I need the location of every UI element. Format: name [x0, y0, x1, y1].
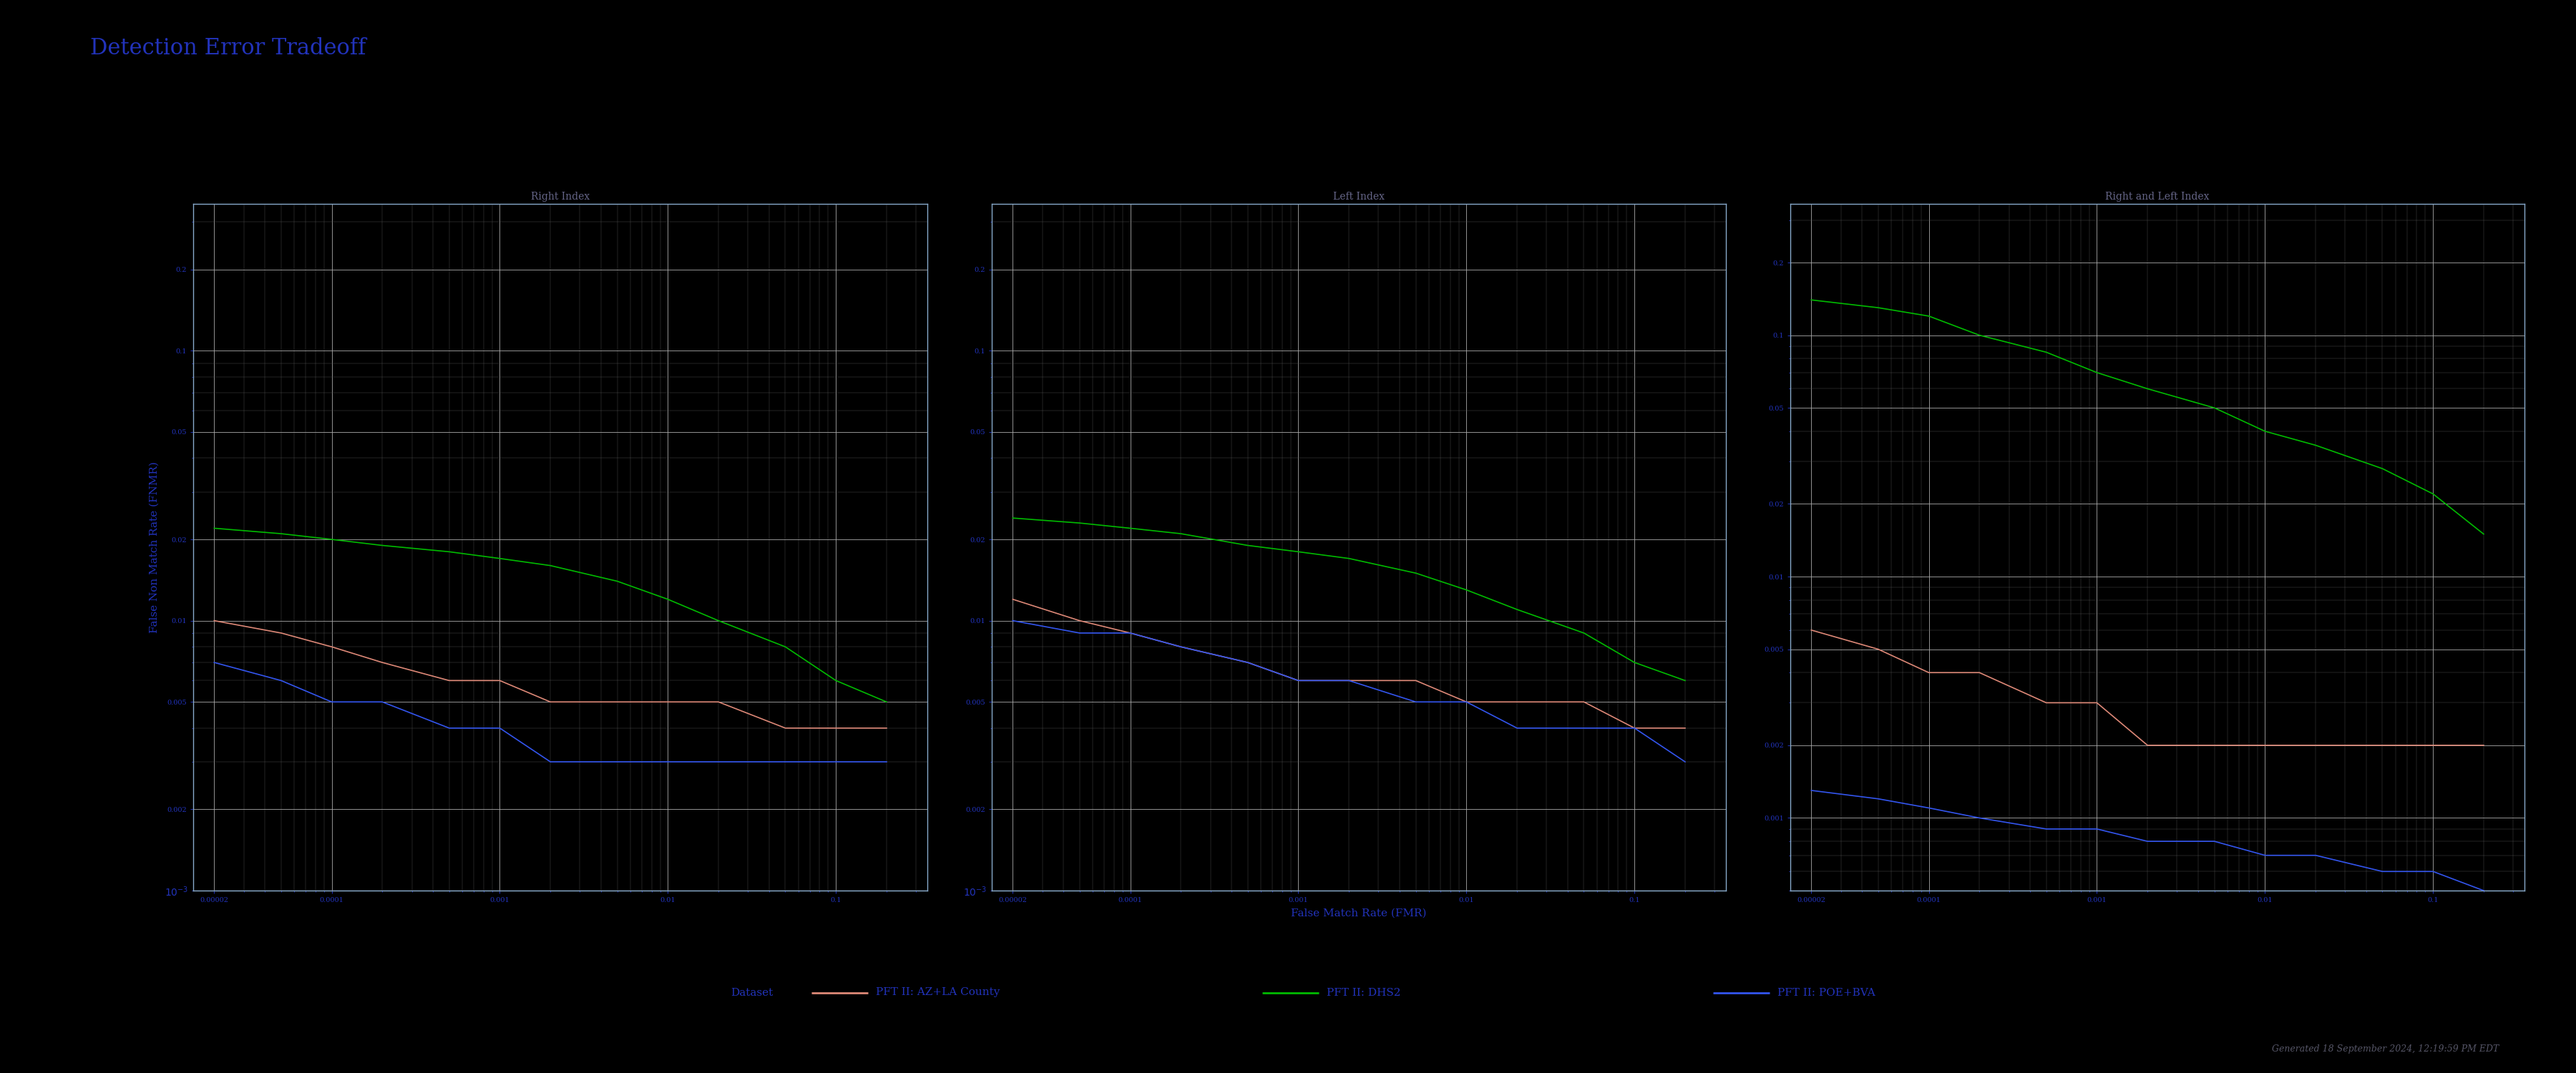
Text: Detection Error Tradeoff: Detection Error Tradeoff — [90, 38, 366, 60]
Text: Generated 18 September 2024, 12:19:59 PM EDT: Generated 18 September 2024, 12:19:59 PM… — [2272, 1044, 2499, 1054]
Title: Right and Left Index: Right and Left Index — [2105, 192, 2210, 202]
Y-axis label: False Non Match Rate (FNMR): False Non Match Rate (FNMR) — [149, 461, 160, 633]
Text: PFT II: POE+BVA: PFT II: POE+BVA — [1777, 987, 1875, 998]
Text: PFT II: AZ+LA County: PFT II: AZ+LA County — [876, 987, 999, 998]
Text: PFT II: DHS2: PFT II: DHS2 — [1327, 987, 1401, 998]
Text: Dataset: Dataset — [732, 987, 773, 998]
Title: Right Index: Right Index — [531, 192, 590, 202]
X-axis label: False Match Rate (FMR): False Match Rate (FMR) — [1291, 909, 1427, 918]
Title: Left Index: Left Index — [1334, 192, 1386, 202]
